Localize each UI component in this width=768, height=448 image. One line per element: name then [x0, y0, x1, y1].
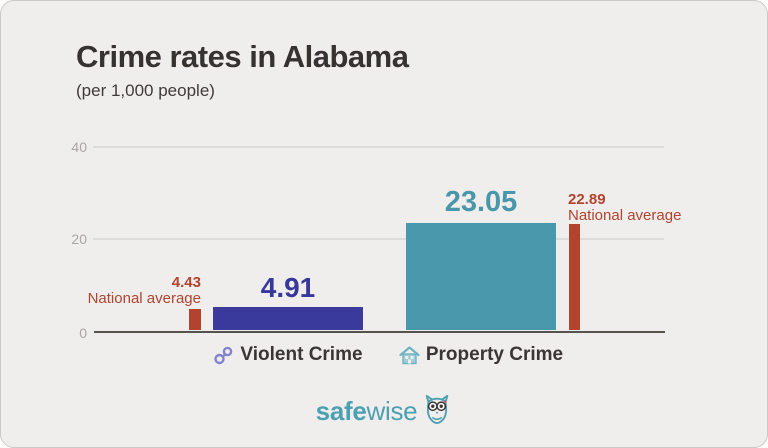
- page-title: Crime rates in Alabama: [76, 39, 409, 74]
- national-average-property-bar: [569, 224, 580, 330]
- gridline-20: [93, 238, 664, 240]
- property-crime-value-label: 23.05: [444, 186, 518, 218]
- national-average-property-value: 22.89: [568, 191, 606, 208]
- y-tick-40: 40: [71, 139, 87, 155]
- brand-wordmark: safewise: [316, 396, 418, 427]
- category-label-property-crime: Property Crime: [356, 344, 606, 366]
- handcuffs-icon: [213, 345, 234, 366]
- y-tick-0: 0: [79, 325, 87, 341]
- violent-crime-value-label: 4.91: [260, 272, 316, 303]
- house-icon: [399, 345, 420, 366]
- national-average-caption: National average: [87, 290, 201, 307]
- owl-icon: [422, 393, 452, 430]
- category-label-text: Property Crime: [425, 344, 564, 365]
- safewise-logo: safewise: [1, 393, 767, 430]
- national-average-violent-bar: [189, 309, 201, 330]
- category-label-violent-crime: Violent Crime: [163, 344, 413, 366]
- y-tick-20: 20: [71, 231, 87, 247]
- brand-safe: safe: [315, 396, 367, 426]
- national-average-caption: National average: [568, 207, 682, 224]
- page-subtitle: (per 1,000 people): [76, 81, 215, 100]
- gridline-40: [93, 146, 664, 148]
- national-average-violent-annotation: 4.43 National average: [41, 275, 201, 307]
- brand-wise: wise: [366, 396, 418, 426]
- property-crime-bar: [406, 223, 556, 330]
- national-average-violent-value: 4.43: [171, 274, 201, 291]
- category-label-text: Violent Crime: [240, 344, 363, 365]
- national-average-property-annotation: 22.89 National average: [568, 192, 708, 224]
- x-axis-line: [94, 331, 665, 333]
- violent-crime-bar: [213, 307, 363, 330]
